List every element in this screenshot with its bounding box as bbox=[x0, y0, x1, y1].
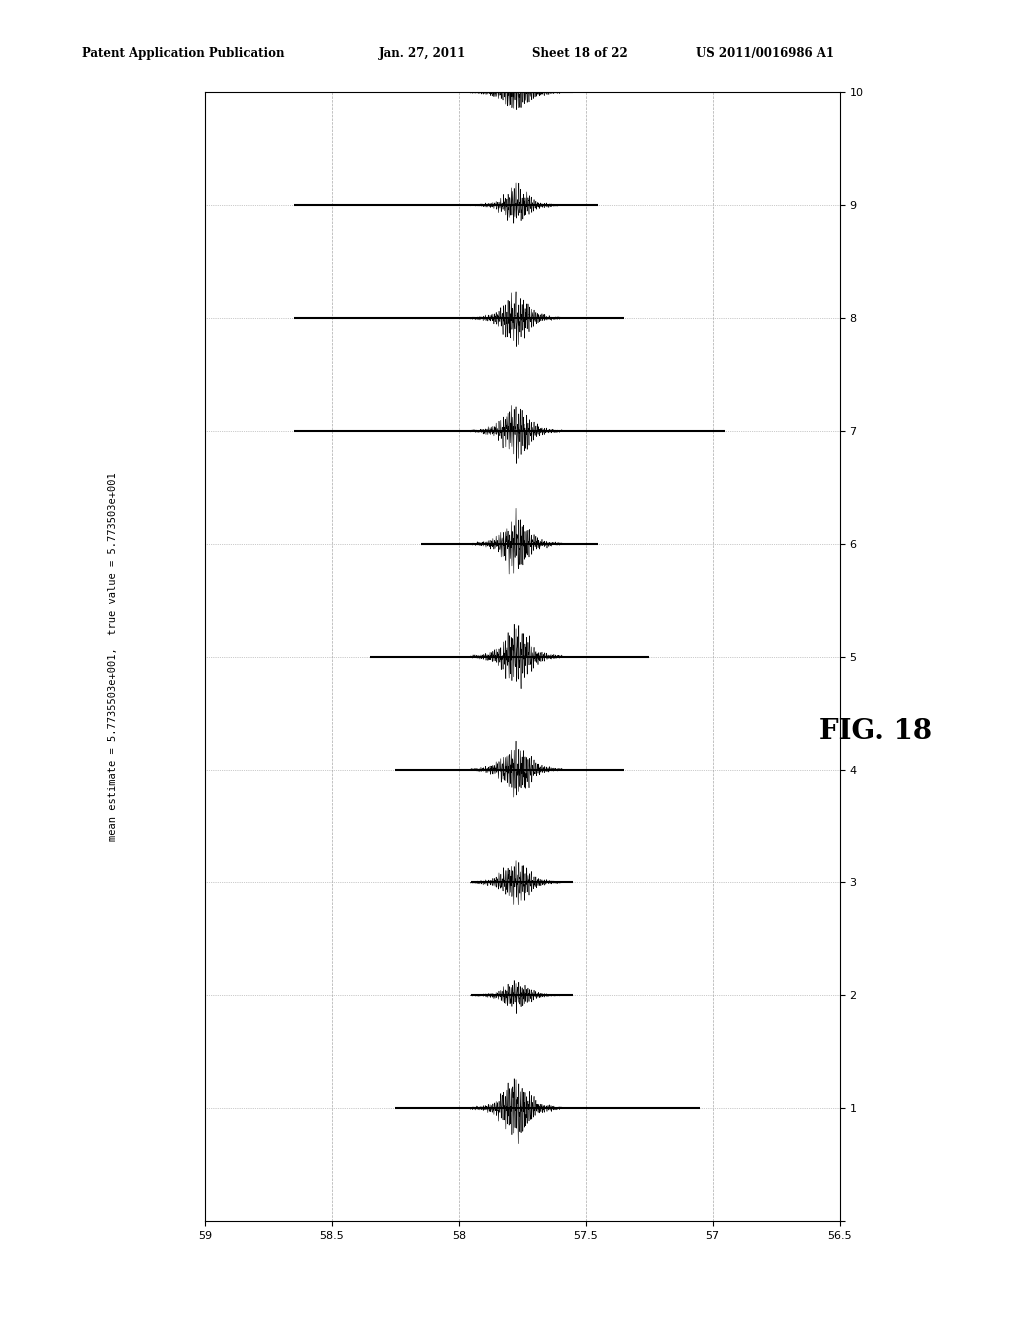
Text: Patent Application Publication: Patent Application Publication bbox=[82, 46, 285, 59]
Text: mean estimate = 5.7735503e+001,  true value = 5.773503e+001: mean estimate = 5.7735503e+001, true val… bbox=[108, 473, 118, 841]
Text: FIG. 18: FIG. 18 bbox=[819, 718, 932, 746]
Text: Jan. 27, 2011: Jan. 27, 2011 bbox=[379, 46, 466, 59]
Text: Sheet 18 of 22: Sheet 18 of 22 bbox=[532, 46, 629, 59]
Text: US 2011/0016986 A1: US 2011/0016986 A1 bbox=[696, 46, 835, 59]
